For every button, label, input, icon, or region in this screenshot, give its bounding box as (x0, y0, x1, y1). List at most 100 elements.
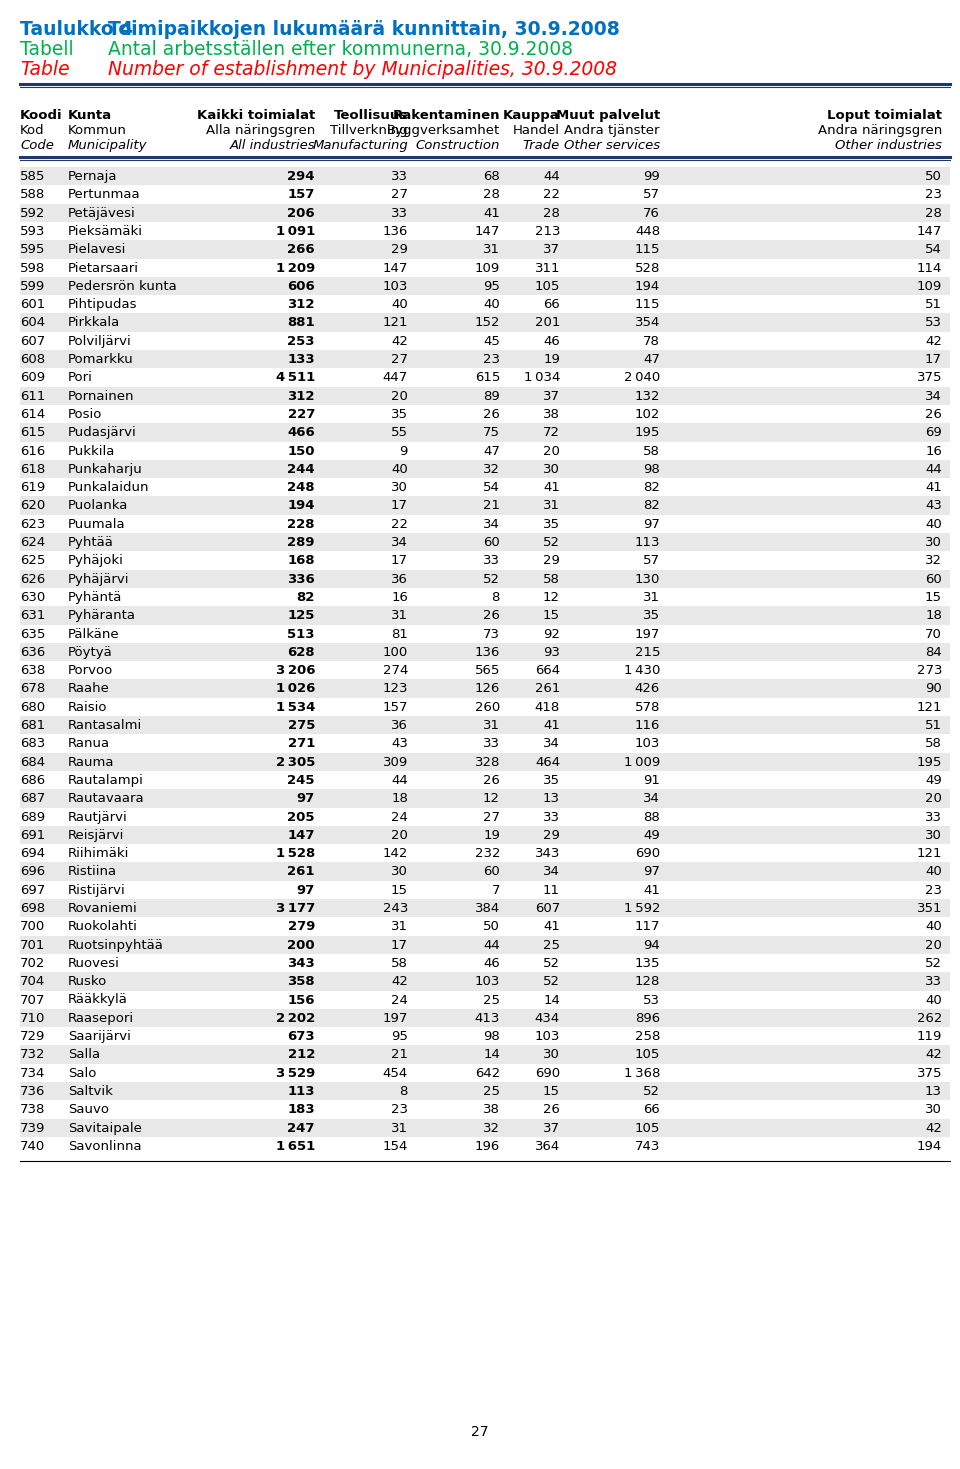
Text: 351: 351 (917, 902, 942, 915)
Text: 618: 618 (20, 463, 45, 476)
Text: 636: 636 (20, 646, 45, 658)
Text: Tillverkning: Tillverkning (330, 123, 408, 137)
Text: 448: 448 (635, 225, 660, 238)
Text: 12: 12 (483, 792, 500, 805)
Text: 103: 103 (535, 1030, 560, 1043)
Text: 206: 206 (287, 207, 315, 219)
Text: 53: 53 (925, 316, 942, 329)
Text: 698: 698 (20, 902, 45, 915)
Text: Pomarkku: Pomarkku (68, 353, 133, 366)
Text: 28: 28 (925, 207, 942, 219)
Text: 881: 881 (287, 316, 315, 329)
Text: 81: 81 (391, 627, 408, 640)
Text: 32: 32 (483, 1122, 500, 1134)
Text: 26: 26 (483, 774, 500, 787)
Text: 40: 40 (925, 920, 942, 933)
Text: 413: 413 (474, 1012, 500, 1025)
Text: 743: 743 (635, 1140, 660, 1153)
Text: 34: 34 (925, 389, 942, 403)
Text: Pedersrön kunta: Pedersrön kunta (68, 279, 177, 292)
Text: Ristijärvi: Ristijärvi (68, 884, 126, 896)
Text: 43: 43 (391, 737, 408, 751)
Text: Rakentaminen: Rakentaminen (393, 109, 500, 122)
Bar (20, 497, 950, 514)
Text: 32: 32 (483, 463, 500, 476)
Text: 702: 702 (20, 956, 45, 970)
Text: 97: 97 (297, 792, 315, 805)
Text: 23: 23 (925, 188, 942, 201)
Text: 40: 40 (392, 463, 408, 476)
Text: 312: 312 (287, 389, 315, 403)
Text: 212: 212 (288, 1049, 315, 1062)
Text: 271: 271 (288, 737, 315, 751)
Text: 109: 109 (475, 261, 500, 275)
Text: Petäjävesi: Petäjävesi (68, 207, 135, 219)
Text: 31: 31 (391, 610, 408, 623)
Text: 36: 36 (391, 573, 408, 586)
Text: Kod: Kod (20, 123, 44, 137)
Text: Rautavaara: Rautavaara (68, 792, 145, 805)
Text: 635: 635 (20, 627, 45, 640)
Text: 279: 279 (288, 920, 315, 933)
Text: Table: Table (20, 60, 70, 79)
Text: 247: 247 (287, 1122, 315, 1134)
Text: 31: 31 (391, 1122, 408, 1134)
Text: 26: 26 (543, 1103, 560, 1116)
Text: 52: 52 (543, 975, 560, 989)
Text: 20: 20 (925, 939, 942, 952)
Text: 20: 20 (391, 829, 408, 842)
Text: 3 177: 3 177 (276, 902, 315, 915)
Text: Ruovesi: Ruovesi (68, 956, 120, 970)
Text: 1 430: 1 430 (624, 664, 660, 677)
Text: 384: 384 (475, 902, 500, 915)
Text: 8: 8 (399, 1086, 408, 1097)
Bar (20, 1083, 950, 1100)
Text: 739: 739 (20, 1122, 45, 1134)
Text: Pernaja: Pernaja (68, 170, 117, 184)
Text: 896: 896 (635, 1012, 660, 1025)
Text: 44: 44 (392, 774, 408, 787)
Text: 273: 273 (917, 664, 942, 677)
Bar (20, 972, 950, 990)
Text: 194: 194 (635, 279, 660, 292)
Text: Pukkila: Pukkila (68, 445, 115, 457)
Text: 696: 696 (20, 865, 45, 878)
Text: 52: 52 (925, 956, 942, 970)
Text: 49: 49 (925, 774, 942, 787)
Text: 30: 30 (925, 1103, 942, 1116)
Text: 26: 26 (925, 408, 942, 422)
Text: Rautalampi: Rautalampi (68, 774, 144, 787)
Text: 426: 426 (635, 683, 660, 695)
Text: 97: 97 (643, 517, 660, 530)
Text: 25: 25 (543, 939, 560, 952)
Text: 30: 30 (543, 1049, 560, 1062)
Text: 2 305: 2 305 (276, 755, 315, 768)
Text: 681: 681 (20, 718, 45, 732)
Text: 608: 608 (20, 353, 45, 366)
Text: 619: 619 (20, 482, 45, 494)
Text: Andra tjänster: Andra tjänster (564, 123, 660, 137)
Text: Ristiina: Ristiina (68, 865, 117, 878)
Text: 35: 35 (543, 774, 560, 787)
Text: 100: 100 (383, 646, 408, 658)
Text: 3 529: 3 529 (276, 1066, 315, 1080)
Text: Pori: Pori (68, 372, 93, 385)
Text: 113: 113 (287, 1086, 315, 1097)
Text: 50: 50 (483, 920, 500, 933)
Text: 147: 147 (383, 261, 408, 275)
Text: 638: 638 (20, 664, 45, 677)
Text: 103: 103 (383, 279, 408, 292)
Text: 343: 343 (287, 956, 315, 970)
Text: 130: 130 (635, 573, 660, 586)
Text: 142: 142 (383, 848, 408, 861)
Text: 132: 132 (635, 389, 660, 403)
Text: 42: 42 (925, 1122, 942, 1134)
Text: 266: 266 (287, 244, 315, 256)
Text: 253: 253 (287, 335, 315, 348)
Text: 98: 98 (483, 1030, 500, 1043)
Text: 14: 14 (543, 993, 560, 1006)
Bar (20, 607, 950, 624)
Text: 54: 54 (925, 244, 942, 256)
Text: 40: 40 (925, 517, 942, 530)
Text: 30: 30 (391, 865, 408, 878)
